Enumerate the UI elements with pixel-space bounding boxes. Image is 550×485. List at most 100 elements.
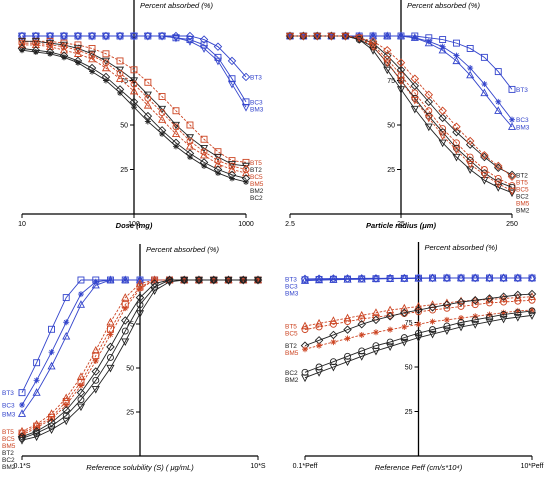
data-point-BT2 — [115, 66, 125, 75]
data-point-BC3 — [453, 52, 460, 59]
data-point-BM3 — [45, 32, 55, 41]
data-point-BT2 — [442, 300, 452, 309]
data-point-BC5 — [411, 89, 419, 97]
data-point-BM5 — [327, 32, 336, 41]
data-point-BC2 — [60, 54, 67, 61]
series-label-BC3: BC3 — [2, 402, 15, 409]
data-point-BC5 — [116, 69, 124, 77]
data-point-BT5 — [74, 41, 82, 49]
data-point-BM2 — [368, 47, 378, 55]
data-point-BT2 — [143, 91, 152, 100]
x-tick-label: 1000 — [238, 221, 254, 228]
data-point-BT2 — [410, 81, 420, 91]
data-point-BC2 — [131, 104, 137, 111]
series-label-BC5: BC5 — [285, 331, 298, 338]
data-point-BT2 — [17, 432, 27, 441]
data-point-BT2 — [31, 38, 40, 46]
data-point-BM5 — [443, 316, 450, 323]
data-point-BM2 — [485, 318, 494, 327]
data-point-BM3 — [456, 273, 466, 282]
data-point-BM3 — [32, 388, 41, 396]
data-point-BM3 — [494, 106, 503, 114]
data-point-BM3 — [185, 38, 195, 46]
data-point-BC5 — [329, 320, 337, 328]
series-label-BM2: BM2 — [250, 188, 264, 195]
x-tick-label: 100 — [128, 221, 140, 228]
data-point-BC5 — [214, 157, 222, 165]
data-point-BT3 — [227, 56, 237, 66]
data-point-BT3 — [241, 72, 251, 82]
data-point-BT2 — [499, 292, 508, 301]
data-point-BM3 — [452, 56, 461, 65]
data-point-BM2 — [507, 189, 517, 198]
data-point-BM3 — [31, 32, 40, 41]
data-point-BT5 — [88, 45, 96, 52]
data-point-BC3 — [63, 319, 70, 326]
x-tick-label: 10*S — [250, 463, 266, 470]
data-point-BT5 — [452, 122, 461, 132]
y-tick-label: 75 — [120, 78, 128, 85]
data-point-BM5 — [452, 146, 461, 155]
data-point-BM5 — [330, 339, 337, 346]
data-point-BM5 — [31, 40, 40, 49]
data-point-BM3 — [527, 273, 537, 282]
series-label-BM2: BM2 — [2, 464, 16, 471]
data-point-BM5 — [507, 187, 517, 196]
data-point-BC2 — [47, 50, 54, 57]
data-point-BT5 — [172, 107, 180, 115]
data-point-BC5 — [74, 46, 82, 54]
data-point-BT3 — [485, 273, 494, 283]
data-point-BM5 — [77, 382, 84, 389]
data-point-BC2 — [74, 59, 81, 66]
series-line-BM5 — [22, 44, 247, 174]
data-point-BT2 — [343, 325, 352, 334]
data-point-BT5 — [396, 58, 406, 67]
x-tick-label: 25 — [397, 221, 405, 228]
series-label-BM3: BM3 — [516, 124, 530, 131]
series-label-BT5: BT5 — [2, 429, 14, 436]
data-point-BT5 — [494, 161, 503, 171]
data-point-BM5 — [368, 43, 378, 52]
data-point-BM3 — [106, 275, 115, 284]
data-point-BM5 — [410, 96, 419, 105]
data-point-BM5 — [19, 431, 25, 438]
series-BM2 — [17, 276, 263, 445]
data-point-BM5 — [415, 321, 422, 328]
data-point-BT2 — [185, 134, 195, 142]
data-point-BT3 — [213, 42, 223, 51]
data-point-BT5 — [300, 321, 310, 330]
data-point-BT5 — [465, 136, 475, 146]
series-label-BM3: BM3 — [250, 106, 264, 113]
data-point-BM5 — [107, 331, 114, 338]
data-point-BC5 — [186, 137, 194, 145]
data-point-BC2 — [186, 154, 193, 161]
data-point-BM5 — [401, 323, 408, 330]
series-BC2 — [19, 47, 249, 185]
series-label-BM2: BM2 — [516, 207, 530, 214]
data-point-BM2 — [414, 334, 423, 343]
data-point-BM2 — [315, 369, 324, 377]
data-point-BC5 — [315, 323, 323, 331]
series-label-BT3: BT3 — [285, 276, 297, 283]
data-point-BM5 — [122, 305, 129, 312]
data-point-BM3 — [343, 274, 352, 283]
data-point-BC3 — [495, 98, 502, 105]
data-point-BM2 — [456, 323, 466, 332]
data-point-BM3 — [87, 32, 97, 41]
data-point-BC2 — [429, 326, 437, 334]
series-label-BT2: BT2 — [516, 172, 528, 179]
data-point-BT3 — [480, 53, 488, 61]
data-point-BM5 — [92, 357, 99, 364]
data-point-BM2 — [343, 358, 352, 367]
data-point-BT2 — [45, 39, 55, 48]
data-point-BM5 — [358, 331, 365, 338]
data-point-BC5 — [242, 166, 250, 173]
data-point-BT2 — [59, 41, 69, 50]
series-label-BT3: BT3 — [250, 74, 262, 81]
y-tick-label: 75 — [405, 320, 413, 327]
data-point-BM3 — [428, 273, 437, 282]
data-point-BT3 — [527, 273, 537, 283]
y-tick-label: 75 — [387, 78, 395, 85]
data-point-BM5 — [529, 307, 535, 314]
